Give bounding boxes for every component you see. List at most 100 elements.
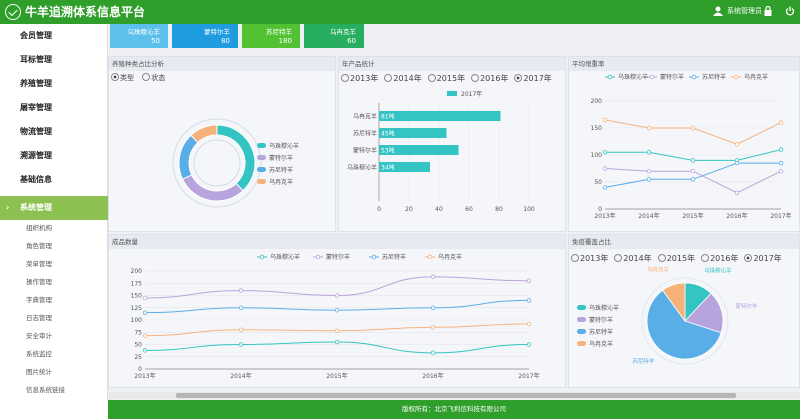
submenu-item[interactable]: 字典管理 xyxy=(26,296,52,304)
menu-eartag[interactable]: 耳标管理 xyxy=(20,55,52,64)
username[interactable]: 系统管理员 xyxy=(727,7,762,15)
stat-card-wuran[interactable]: 乌冉克羊 60 xyxy=(304,24,364,48)
data-point xyxy=(430,305,436,310)
data-point xyxy=(238,305,244,310)
radio-year[interactable]: 2016年 xyxy=(701,254,738,263)
x-tick-label: 2016年 xyxy=(726,212,747,220)
menu-basic[interactable]: 基础信息 xyxy=(20,175,52,184)
x-tick-label: 2016年 xyxy=(422,372,443,380)
submenu-item[interactable]: 系统监控 xyxy=(26,350,52,358)
y-tick-label: 100 xyxy=(131,317,143,324)
radio-year[interactable]: 2014年 xyxy=(384,74,422,83)
radio-label: 2016年 xyxy=(710,254,739,263)
radio-year[interactable]: 2016年 xyxy=(471,74,508,83)
year-radio-group[interactable]: 2013年 2014年 2015年 2016年 2017年 xyxy=(341,73,558,84)
radio-label: 2017年 xyxy=(523,74,552,83)
stat-label: 乌冉克羊 xyxy=(330,28,356,36)
submenu-item[interactable]: 图片统计 xyxy=(26,368,52,376)
menu-slaughter[interactable]: 屠宰管理 xyxy=(20,103,52,112)
x-tick-label: 2014年 xyxy=(638,212,659,220)
x-tick-label: 80 xyxy=(495,206,503,213)
bar xyxy=(379,145,459,155)
data-point xyxy=(778,160,784,166)
radio-status[interactable]: 状态 xyxy=(142,73,166,82)
data-point xyxy=(646,168,652,174)
type-radio-group[interactable]: 类型 状态 xyxy=(111,73,171,83)
donut-inner-ring xyxy=(193,139,241,187)
x-tick-label: 2013年 xyxy=(134,372,155,380)
legend-marker xyxy=(371,254,377,260)
pie-slice-label: 乌珠穆沁羊 xyxy=(704,267,732,275)
submenu-item[interactable]: 日志管理 xyxy=(26,314,52,322)
radio-year[interactable]: 2013年 xyxy=(571,254,608,263)
radio-year[interactable]: 2014年 xyxy=(614,254,652,263)
submenu-item[interactable]: 信息系统链接 xyxy=(26,386,65,394)
line-chart-body: 乌珠穆沁羊 蒙特尔羊 苏尼特羊 乌冉克羊 0 50 100 150 200 2013年 2014年 2… xyxy=(591,73,792,220)
legend-label: 苏尼特羊 xyxy=(382,253,406,261)
x-tick-label: 20 xyxy=(405,206,413,213)
submenu-item[interactable]: 操作管理 xyxy=(26,278,52,286)
data-point xyxy=(690,125,696,131)
menu-trace[interactable]: 溯源管理 xyxy=(20,151,52,160)
panel-immunity: 免疫覆盖占比 2013年 2014年 2015年 2016年 2017年 乌珠穆沁羊 蒙特… xyxy=(568,234,800,388)
radio-year[interactable]: 2017年 xyxy=(514,74,552,83)
bar-data-label: 34吨 xyxy=(381,164,395,172)
y-tick-label: 125 xyxy=(131,305,143,312)
legend-label: 2017年 xyxy=(461,90,482,98)
radio-type[interactable]: 类型 xyxy=(111,73,134,82)
pie-ring xyxy=(641,277,729,365)
user-icon xyxy=(713,6,723,16)
x-tick-label: 0 xyxy=(377,206,381,213)
power-icon[interactable] xyxy=(785,6,795,16)
submenu-item[interactable]: 菜单管理 xyxy=(26,260,52,268)
data-point xyxy=(334,339,340,345)
legend-label: 乌冉克羊 xyxy=(269,178,293,186)
pie-slice-label: 蒙特尔羊 xyxy=(735,302,758,310)
radio-year[interactable]: 2013年 xyxy=(341,74,378,83)
stat-card-mengte[interactable]: 蒙特尔羊 80 xyxy=(172,24,238,48)
data-point xyxy=(734,190,740,195)
data-point xyxy=(430,325,436,330)
data-point xyxy=(526,321,532,327)
data-point xyxy=(526,298,532,303)
stat-card-suni[interactable]: 苏尼特羊 180 xyxy=(242,24,300,48)
data-point xyxy=(526,342,532,347)
data-point xyxy=(334,328,340,333)
bar xyxy=(379,128,447,138)
donut-slice xyxy=(216,124,256,192)
menu-logistics[interactable]: 物流管理 xyxy=(20,127,52,136)
radio-year[interactable]: 2017年 xyxy=(744,254,782,263)
menu-breeding[interactable]: 养殖管理 xyxy=(20,79,52,88)
y-tick-label: 苏尼特羊 xyxy=(353,130,377,138)
submenu-item[interactable]: 角色管理 xyxy=(26,242,52,250)
x-tick-label: 2013年 xyxy=(594,212,615,220)
x-tick-label: 100 xyxy=(523,206,535,213)
menu-system[interactable]: › 系统管理 xyxy=(0,196,108,220)
data-point xyxy=(238,342,244,347)
donut-outer-ring xyxy=(172,118,262,208)
legend-label: 苏尼特羊 xyxy=(269,166,293,174)
x-tick-label: 60 xyxy=(465,206,473,213)
series-line xyxy=(604,119,782,145)
lock-icon[interactable] xyxy=(763,6,773,16)
radio-year[interactable]: 2015年 xyxy=(657,254,695,263)
year-radio-group[interactable]: 2013年 2014年 2015年 2016年 2017年 xyxy=(571,253,788,264)
donut-slice xyxy=(190,124,218,144)
radio-label: 状态 xyxy=(151,74,166,82)
data-point xyxy=(646,150,652,155)
line-chart-body: 乌珠穆沁羊 蒙特尔羊 苏尼特羊 乌冉克羊 0 25 50 75 100 125 150 175 200 2… xyxy=(131,253,540,380)
radio-year[interactable]: 2015年 xyxy=(427,74,465,83)
data-point xyxy=(690,158,696,163)
submenu-item[interactable]: 组织机构 xyxy=(26,224,52,232)
stat-value: 180 xyxy=(278,37,292,45)
menu-member[interactable]: 会员管理 xyxy=(20,31,52,40)
horizontal-scrollbar[interactable] xyxy=(108,392,800,399)
data-point xyxy=(334,308,340,313)
panel-output-count: 成品数量 乌珠穆沁羊 蒙特尔羊 苏尼特羊 乌冉克羊 0 25 50 75 100 125 150 17… xyxy=(108,234,566,388)
submenu-item[interactable]: 安全审计 xyxy=(26,332,52,340)
sidebar: 会员管理 耳标管理 养殖管理 屠宰管理 物流管理 溯源管理 基础信息 › 系统管理… xyxy=(0,24,108,400)
scrollbar-thumb[interactable] xyxy=(176,393,736,398)
stat-card-wuzhu[interactable]: 乌珠穆沁羊 50 xyxy=(110,24,168,48)
